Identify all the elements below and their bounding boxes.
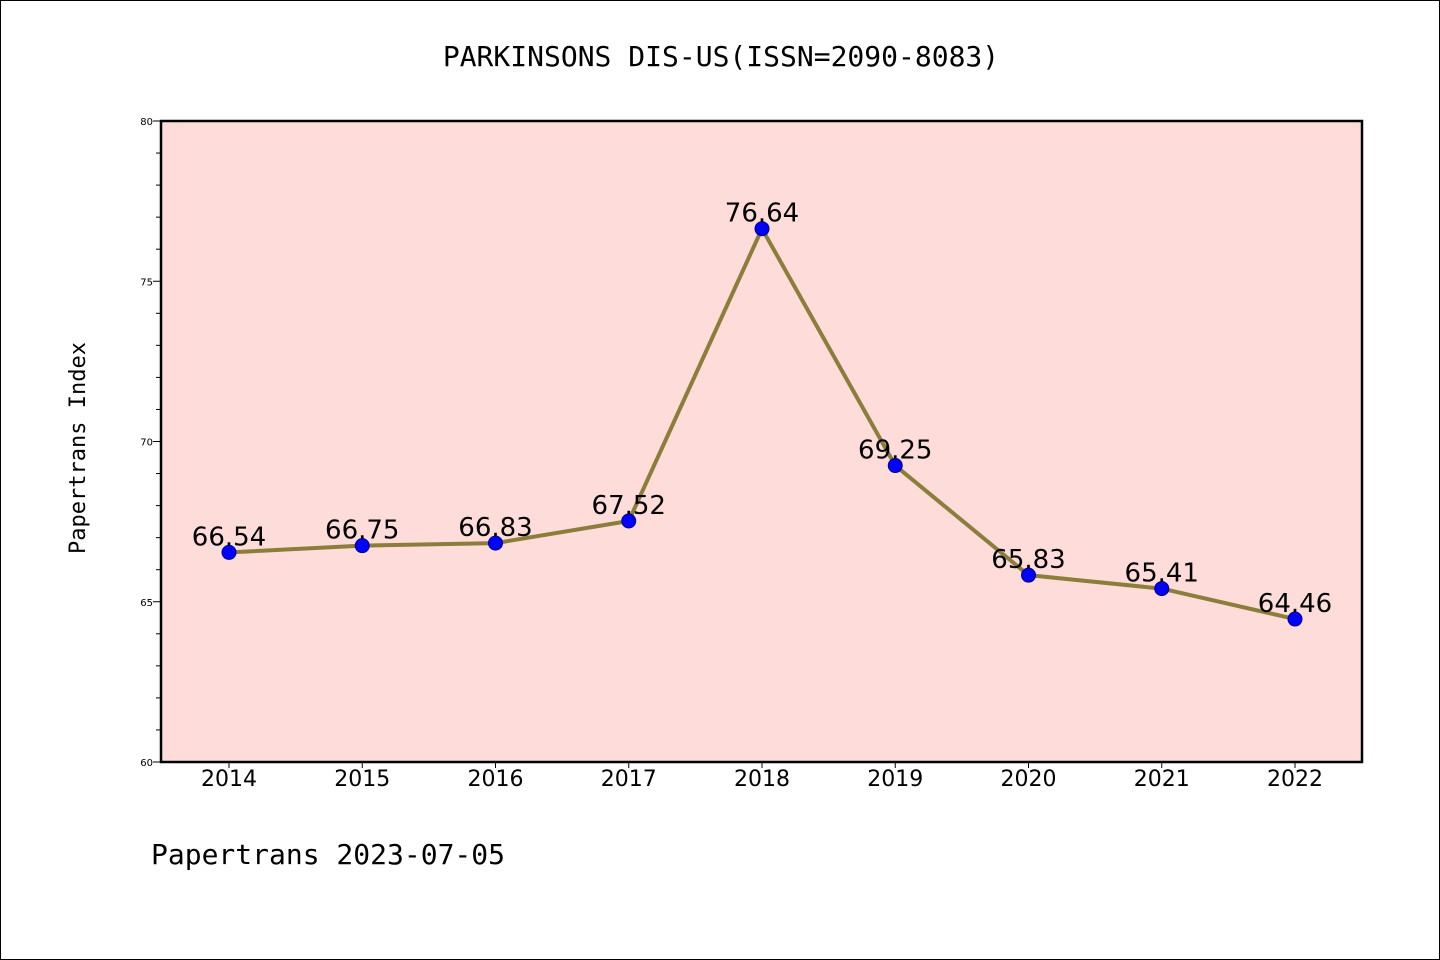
data-label: 67.52 xyxy=(592,491,666,521)
x-tick-label: 2022 xyxy=(1267,767,1323,792)
x-tick-label: 2021 xyxy=(1134,767,1190,792)
data-point xyxy=(1021,567,1036,583)
x-tick-label: 2015 xyxy=(334,767,390,792)
y-tick-label: 80 xyxy=(140,117,153,128)
data-label: 66.54 xyxy=(192,522,266,552)
y-tick-label: 60 xyxy=(140,758,153,769)
plot-frame xyxy=(159,119,1364,764)
data-label: 69.25 xyxy=(858,436,932,466)
data-point xyxy=(1287,611,1303,627)
data-label: 65.41 xyxy=(1125,559,1199,589)
data-point xyxy=(488,535,503,551)
x-tick-label: 2016 xyxy=(468,767,524,792)
y-tick-label: 70 xyxy=(140,438,153,449)
data-point xyxy=(1154,581,1170,597)
series-group xyxy=(221,221,1303,627)
data-label: 66.83 xyxy=(458,513,532,543)
data-label: 76.64 xyxy=(725,199,799,229)
data-label: 66.75 xyxy=(325,516,399,546)
data-point xyxy=(354,538,370,554)
data-point xyxy=(887,458,903,474)
data-labels: 66.54 66.75 66.83 67.52 76.64 69.25 65.83 65.41… xyxy=(192,199,1332,619)
x-axis: 2014 2015 2016 2017 2018 2019 2020 2021 2022 xyxy=(201,762,1323,792)
x-tick-label: 2020 xyxy=(1001,767,1057,792)
y-tick-label: 65 xyxy=(140,598,153,609)
footer-date: Papertrans 2023-07-05 xyxy=(151,838,505,871)
x-tick-label: 2014 xyxy=(201,767,257,792)
x-tick-label: 2017 xyxy=(601,767,657,792)
x-tick-label: 2018 xyxy=(734,767,790,792)
y-tick-label: 75 xyxy=(140,277,153,288)
chart-title: PARKINSONS DIS-US(ISSN=2090-8083) xyxy=(443,40,999,73)
y-axis: 60 65 70 75 80 xyxy=(140,117,161,769)
data-label: 65.83 xyxy=(991,545,1065,575)
data-point xyxy=(221,544,237,560)
data-point xyxy=(754,221,770,237)
data-label: 64.46 xyxy=(1258,589,1332,619)
y-axis-label: Papertrans Index xyxy=(66,342,91,554)
x-tick-label: 2019 xyxy=(867,767,923,792)
data-point xyxy=(621,513,637,529)
